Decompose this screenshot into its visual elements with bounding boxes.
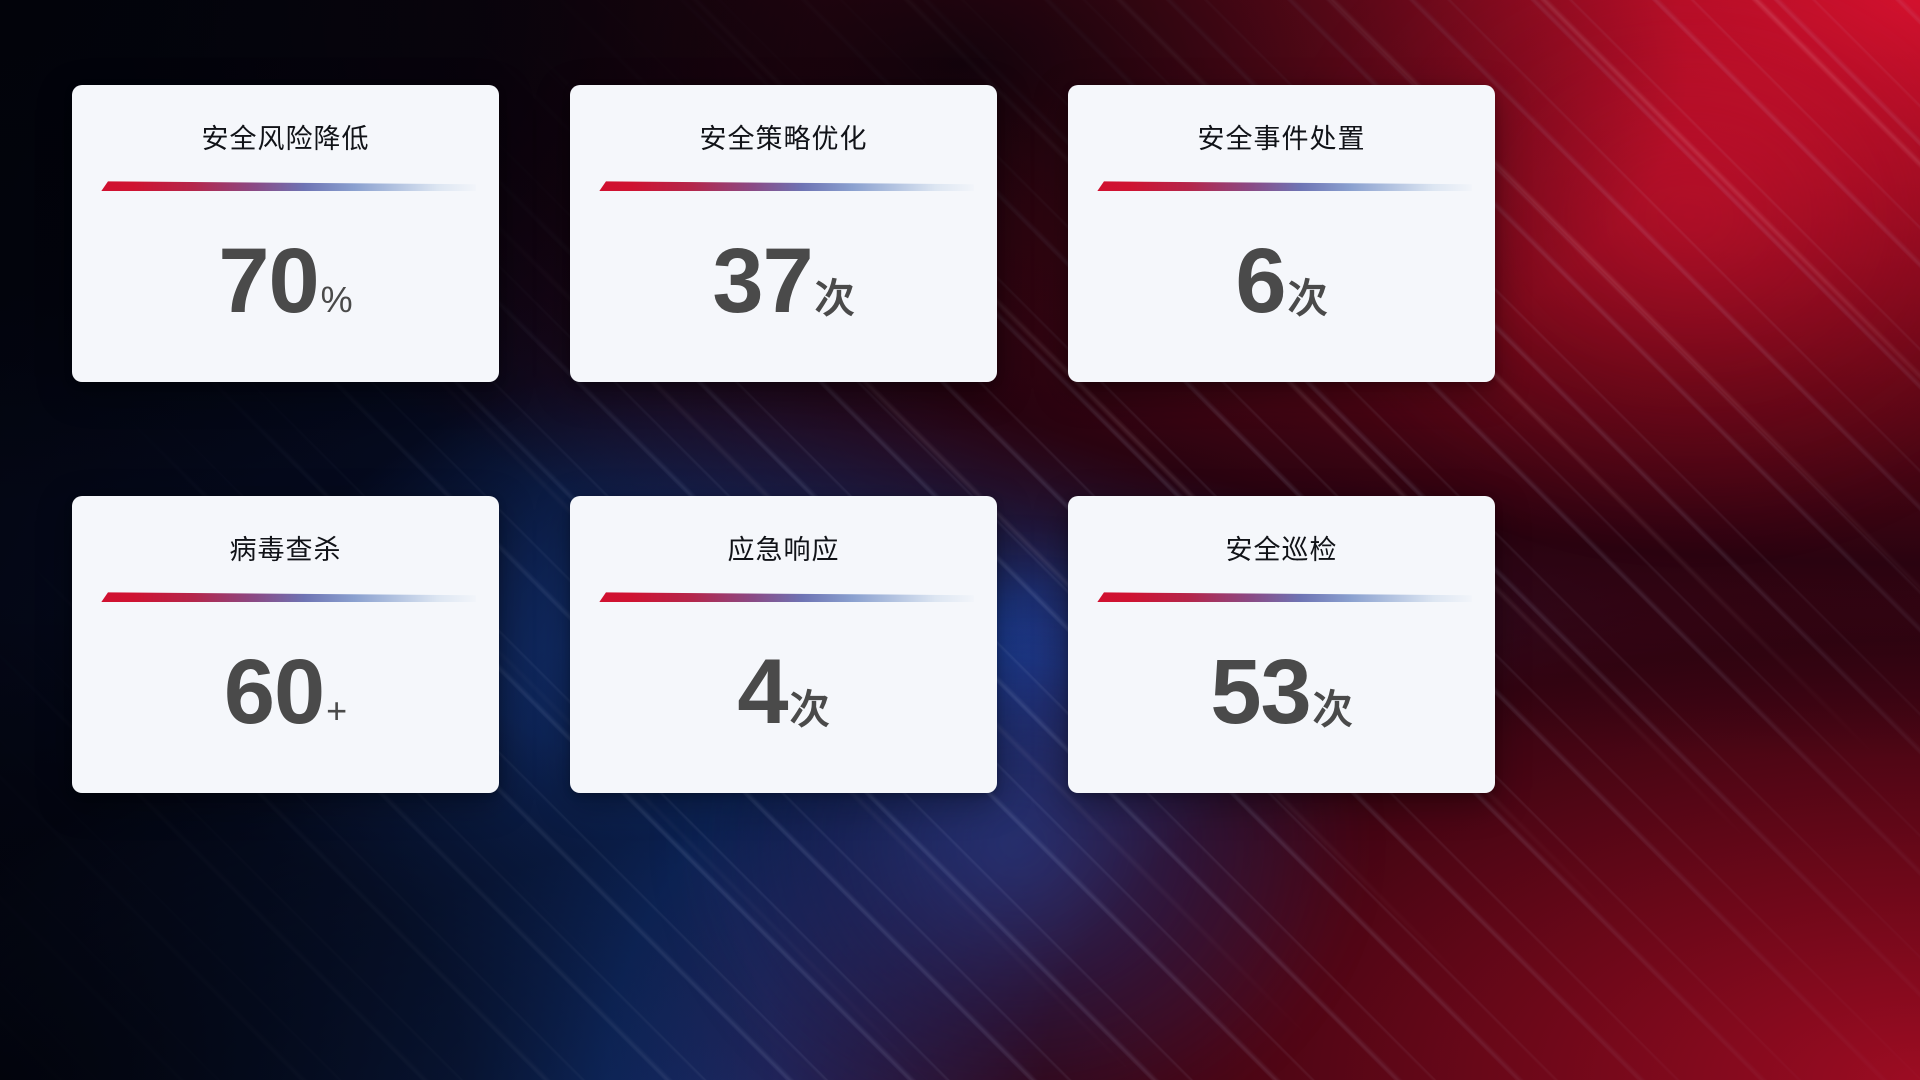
metrics-grid: 安全风险降低 70 % 安全策略优化 37 次 安全事件处置 6 次 <box>72 85 1496 793</box>
metric-card-title: 安全巡检 <box>1225 535 1338 565</box>
metric-card-security-risk-reduction[interactable]: 安全风险降低 70 % <box>72 85 499 382</box>
metric-card-security-policy-optimization[interactable]: 安全策略优化 37 次 <box>570 85 997 382</box>
metric-card-title: 安全事件处置 <box>1197 124 1366 154</box>
gradient-divider <box>95 181 476 192</box>
metric-value-number: 6 <box>1235 229 1286 332</box>
metric-value-number: 37 <box>712 229 813 332</box>
metric-card-security-incident-handling[interactable]: 安全事件处置 6 次 <box>1068 85 1495 382</box>
metric-card-virus-scanning[interactable]: 病毒查杀 60 + <box>72 496 499 793</box>
metric-card-value: 53 次 <box>1210 646 1352 738</box>
metric-card-value: 37 次 <box>712 235 854 327</box>
metric-value-unit: 次 <box>814 276 855 321</box>
metric-value-unit: + <box>326 689 348 731</box>
metric-card-title: 应急响应 <box>727 535 840 565</box>
metric-value-number: 53 <box>1210 640 1311 743</box>
metric-card-security-inspection[interactable]: 安全巡检 53 次 <box>1068 496 1495 793</box>
metric-value-unit: 次 <box>1287 276 1328 321</box>
gradient-divider <box>593 592 974 603</box>
gradient-divider <box>1091 592 1472 603</box>
gradient-divider <box>1091 181 1472 192</box>
metric-card-title: 安全风险降低 <box>201 124 370 154</box>
metric-value-number: 70 <box>218 229 319 332</box>
gradient-divider <box>593 181 974 192</box>
metric-value-unit: 次 <box>1312 687 1353 732</box>
metric-card-title: 安全策略优化 <box>699 124 868 154</box>
metric-card-value: 6 次 <box>1235 235 1327 327</box>
metric-card-title: 病毒查杀 <box>229 535 342 565</box>
gradient-divider <box>95 592 476 603</box>
metric-value-number: 60 <box>223 640 325 743</box>
metric-value-unit: 次 <box>789 687 830 732</box>
metric-card-value: 4 次 <box>737 646 829 738</box>
metric-value-number: 4 <box>737 640 788 743</box>
metric-card-emergency-response[interactable]: 应急响应 4 次 <box>570 496 997 793</box>
metric-value-unit: % <box>320 278 353 320</box>
metric-card-value: 70 % <box>218 235 352 327</box>
metric-card-value: 60 + <box>224 646 347 738</box>
